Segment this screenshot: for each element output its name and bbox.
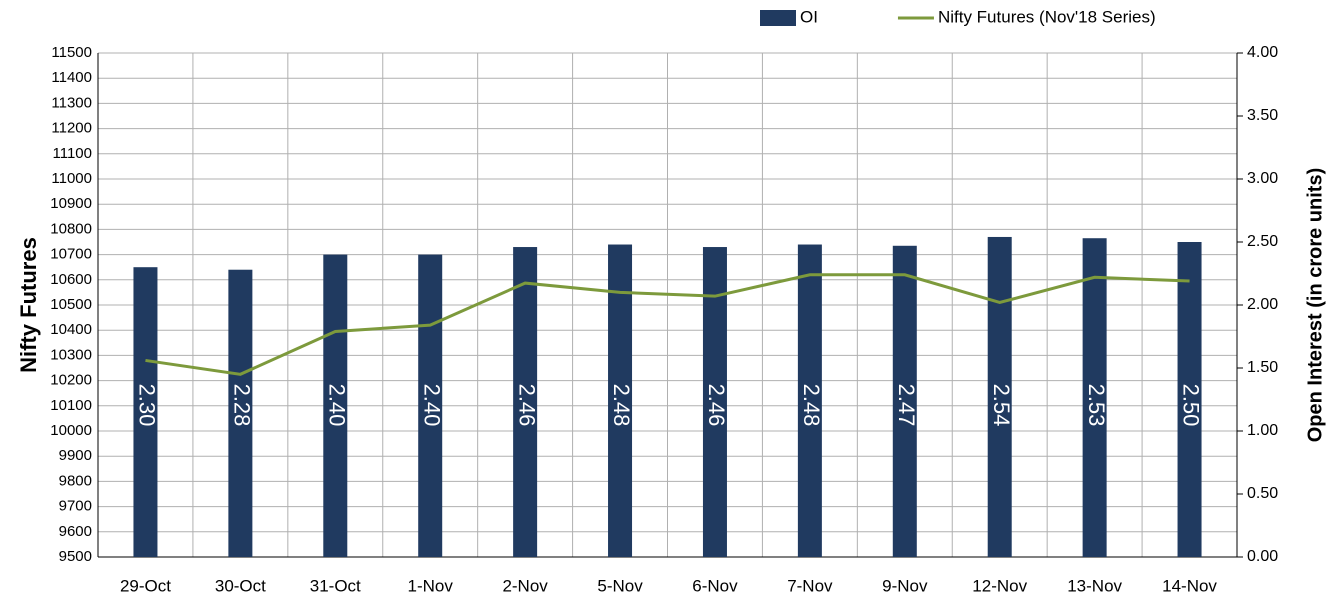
x-tick-label: 12-Nov xyxy=(972,576,1027,595)
bar-value-label: 2.50 xyxy=(1179,384,1204,427)
bar-value-label: 2.47 xyxy=(894,384,919,427)
y-tick-label: 9600 xyxy=(59,523,92,540)
x-tick-label: 30-Oct xyxy=(215,576,266,595)
bar xyxy=(987,236,1012,557)
bar xyxy=(1082,238,1107,557)
x-tick-label: 5-Nov xyxy=(597,576,643,595)
y2-tick-label: 2.00 xyxy=(1247,296,1278,313)
bar xyxy=(892,245,917,557)
legend-label: OI xyxy=(800,7,818,26)
bar xyxy=(513,247,538,558)
bar xyxy=(1177,242,1202,557)
y-tick-label: 9500 xyxy=(59,548,92,565)
y2-tick-label: 0.00 xyxy=(1247,548,1278,565)
bar-value-label: 2.30 xyxy=(135,384,160,427)
y-tick-label: 10100 xyxy=(50,397,92,414)
line xyxy=(145,273,1190,376)
y-tick-label: 10200 xyxy=(50,372,92,389)
y-tick-label: 11400 xyxy=(51,69,92,86)
y2-tick-label: 1.00 xyxy=(1247,422,1278,439)
x-tick-label: 29-Oct xyxy=(120,576,171,595)
x-tick-label: 6-Nov xyxy=(692,576,738,595)
bar xyxy=(228,269,253,557)
bar-value-label: 2.53 xyxy=(1084,384,1109,427)
y-tick-label: 10500 xyxy=(50,296,92,313)
y2-tick-label: 3.00 xyxy=(1247,170,1278,187)
y2-tick-label: 1.50 xyxy=(1247,359,1278,376)
y2-axis-title: Open Interest (in crore units) xyxy=(1304,168,1326,442)
y-tick-label: 11500 xyxy=(51,44,92,61)
bar-value-label: 2.54 xyxy=(989,384,1014,427)
y-tick-label: 10000 xyxy=(50,422,92,439)
x-tick-label: 31-Oct xyxy=(310,576,361,595)
y-tick-label: 11100 xyxy=(53,145,93,162)
y-tick-label: 10700 xyxy=(50,246,92,263)
y-tick-label: 10900 xyxy=(50,195,92,212)
bar xyxy=(702,247,727,558)
legend-swatch xyxy=(760,10,796,26)
bar-value-label: 2.48 xyxy=(609,384,634,427)
bar-value-label: 2.28 xyxy=(230,384,255,427)
y-axis-title: Nifty Futures xyxy=(16,237,41,373)
x-tick-label: 2-Nov xyxy=(502,576,548,595)
bar-value-label: 2.40 xyxy=(324,384,349,427)
x-tick-label: 14-Nov xyxy=(1162,576,1217,595)
y2-tick-label: 0.50 xyxy=(1247,485,1278,502)
y2-tick-label: 2.50 xyxy=(1247,233,1278,250)
bar xyxy=(323,254,348,557)
x-tick-label: 7-Nov xyxy=(787,576,833,595)
bar-value-label: 2.48 xyxy=(799,384,824,427)
bar xyxy=(797,244,822,557)
bar xyxy=(608,244,633,557)
y-tick-label: 11300 xyxy=(51,94,92,111)
y-tick-label: 10800 xyxy=(50,220,92,237)
y-tick-label: 9900 xyxy=(59,447,92,464)
y-tick-label: 10300 xyxy=(50,346,92,363)
x-tick-label: 1-Nov xyxy=(408,576,454,595)
x-tick-label: 13-Nov xyxy=(1067,576,1122,595)
y-tick-label: 9700 xyxy=(59,498,92,515)
y-tick-label: 11200 xyxy=(51,120,92,137)
x-tick-label: 9-Nov xyxy=(882,576,928,595)
bar-value-label: 2.46 xyxy=(704,384,729,427)
legend-label: Nifty Futures (Nov'18 Series) xyxy=(938,7,1156,26)
y-tick-label: 10600 xyxy=(50,271,92,288)
bar-value-label: 2.40 xyxy=(419,384,444,427)
y2-tick-label: 3.50 xyxy=(1247,107,1278,124)
y-tick-label: 9800 xyxy=(59,472,92,489)
bar xyxy=(133,267,158,557)
y2-tick-label: 4.00 xyxy=(1247,44,1278,61)
bar-value-label: 2.46 xyxy=(514,384,539,427)
y-tick-label: 10400 xyxy=(50,321,92,338)
y-tick-label: 11000 xyxy=(51,170,92,187)
bar xyxy=(418,254,443,557)
